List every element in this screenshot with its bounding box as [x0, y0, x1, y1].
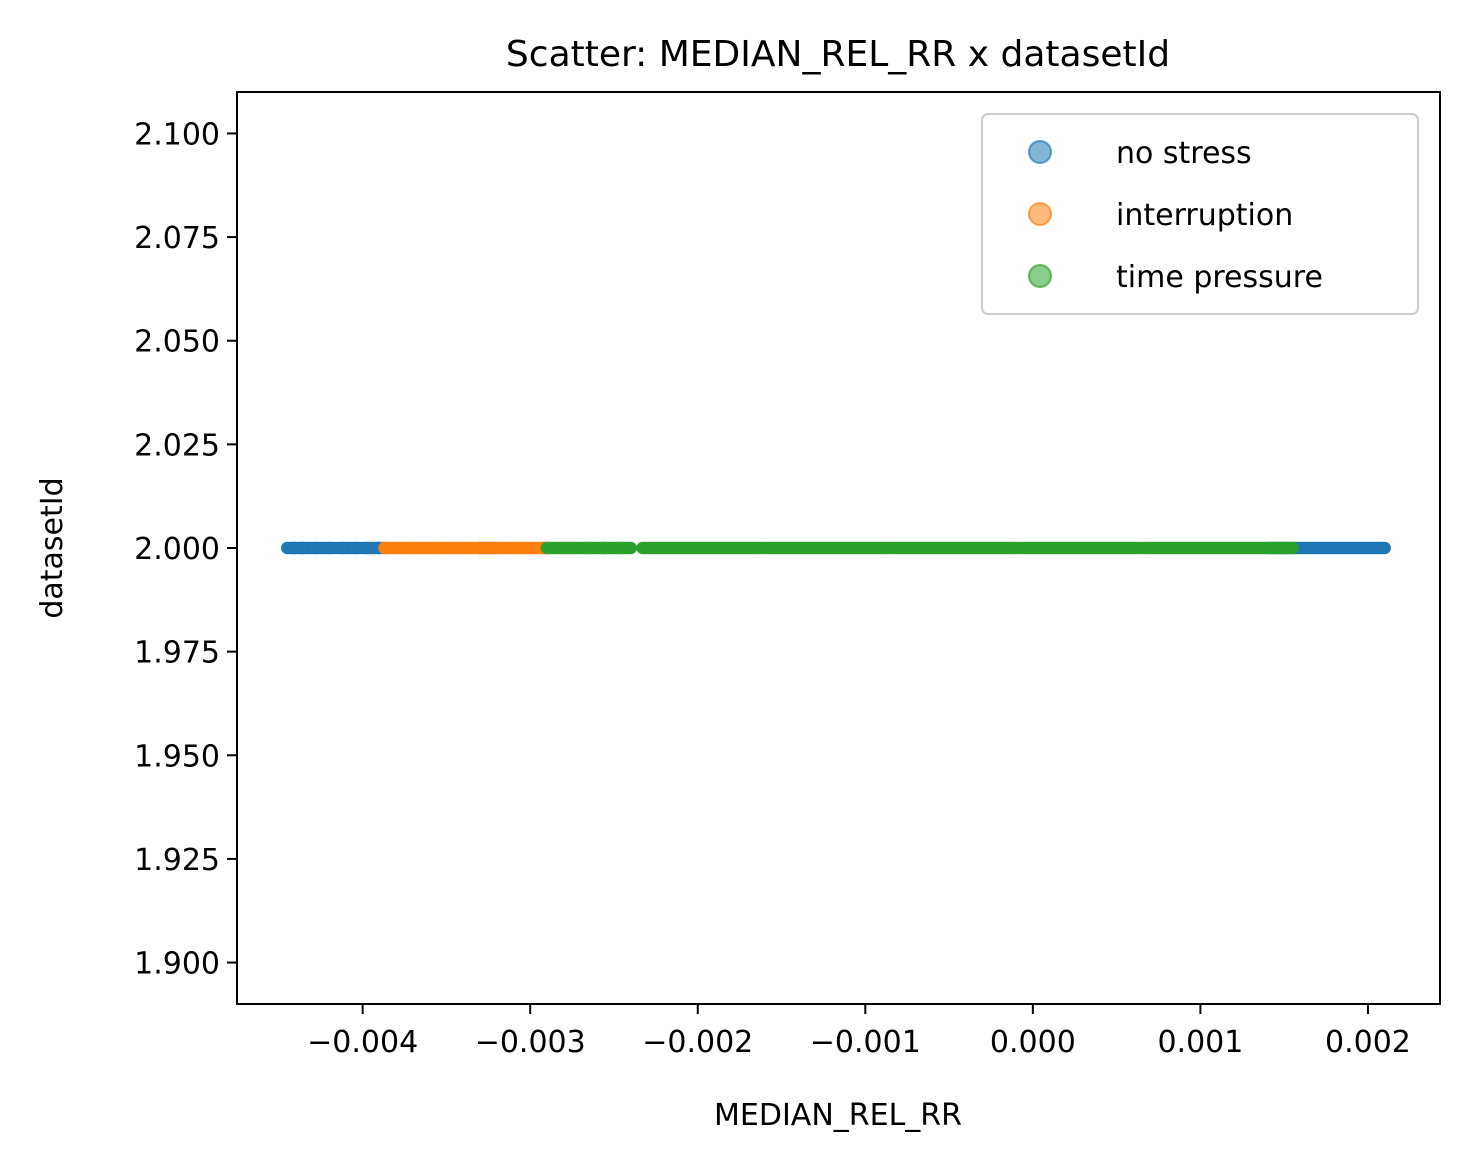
- data-point: [540, 541, 554, 555]
- data-point: [554, 541, 567, 555]
- legend-label: time pressure: [1116, 260, 1323, 295]
- data-point: [515, 541, 529, 555]
- series-time-pressure: [540, 541, 1299, 555]
- legend-items: no stress interruption time pressure: [1028, 136, 1323, 295]
- y-tick-label: 2.075: [134, 221, 220, 256]
- data-point: [336, 541, 349, 555]
- data-point: [611, 541, 624, 555]
- y-tick-label: 2.000: [134, 532, 220, 567]
- y-tick-label: 1.975: [134, 636, 220, 671]
- data-point: [624, 541, 637, 555]
- data-point: [473, 541, 487, 555]
- x-tick-label: 0.002: [1325, 1025, 1411, 1060]
- y-tick-label: 2.050: [134, 325, 220, 360]
- y-axis: 1.900 1.925 1.950 1.975 2.000 2.025 2.050 2.075…: [134, 117, 237, 982]
- x-axis: −0.004 −0.003 −0.002 −0.001 0.000 0.001 0.002: [307, 1004, 1411, 1060]
- x-tick-label: 0.000: [990, 1025, 1076, 1060]
- legend-label: interruption: [1116, 198, 1293, 233]
- legend-marker: [1028, 202, 1052, 226]
- data-point: [582, 541, 596, 555]
- data-point: [322, 541, 336, 555]
- data-point: [406, 541, 420, 555]
- data-point: [381, 541, 394, 555]
- data-point: [597, 541, 611, 555]
- series-interruption: [378, 541, 554, 555]
- legend-box: [981, 113, 1419, 315]
- data-point: [296, 541, 309, 555]
- legend-label: no stress: [1116, 136, 1252, 171]
- y-tick-label: 1.925: [134, 843, 220, 878]
- y-axis-title: datasetId: [35, 477, 70, 618]
- data-point: [448, 541, 462, 555]
- legend: no stress interruption time pressure: [981, 113, 1419, 315]
- chart-title: Scatter: MEDIAN_REL_RR x datasetId: [506, 34, 1170, 75]
- data-point: [361, 541, 374, 555]
- y-tick-label: 1.900: [134, 947, 220, 982]
- x-tick-label: −0.004: [307, 1025, 418, 1060]
- x-tick-label: −0.003: [475, 1025, 586, 1060]
- data-point: [426, 541, 440, 555]
- data-point: [309, 541, 322, 555]
- y-tick-label: 1.950: [134, 739, 220, 774]
- data-points: [281, 541, 1391, 555]
- legend-marker: [1028, 140, 1052, 164]
- y-tick-label: 2.025: [134, 428, 220, 463]
- x-tick-label: −0.002: [642, 1025, 753, 1060]
- y-tick-label: 2.100: [134, 117, 220, 152]
- data-point: [349, 541, 363, 555]
- data-point: [1286, 541, 1299, 555]
- data-point: [569, 541, 582, 555]
- x-tick-label: 0.001: [1157, 1025, 1243, 1060]
- x-axis-title: MEDIAN_REL_RR: [714, 1098, 962, 1133]
- data-point: [493, 541, 507, 555]
- legend-marker: [1028, 264, 1052, 288]
- x-tick-label: −0.001: [810, 1025, 921, 1060]
- data-point: [1378, 541, 1391, 555]
